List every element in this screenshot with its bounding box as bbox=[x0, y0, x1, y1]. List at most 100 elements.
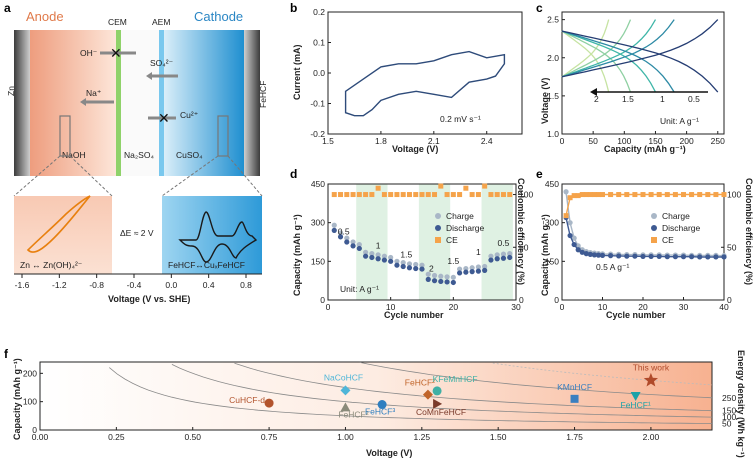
c-ytick-label: 2.0 bbox=[547, 53, 559, 63]
d-ce-point bbox=[463, 185, 469, 191]
c-charge-curve bbox=[561, 19, 632, 78]
legend-discharge-marker bbox=[435, 225, 441, 231]
legend-charge: Charge bbox=[662, 211, 690, 221]
d-ce-point bbox=[413, 192, 419, 198]
f-ytick-label: 100 bbox=[23, 397, 37, 407]
d-charge-point bbox=[381, 253, 387, 259]
zn-label: Zn bbox=[6, 86, 16, 96]
e-y2label: Coulombic efficiency (%) bbox=[744, 178, 754, 285]
d-ce-point bbox=[438, 183, 444, 189]
d-xtick-label: 30 bbox=[511, 302, 521, 312]
e-ce-line bbox=[565, 193, 724, 216]
d-charge-point bbox=[494, 252, 500, 258]
e-discharge-point bbox=[575, 247, 581, 253]
panel-c: c 0 50 100 150 200 250 1.0 1.5 2.0 2.5 2 1.5 1 0.… bbox=[536, 1, 725, 154]
triangle-right-marker-icon bbox=[433, 398, 443, 409]
c-charge-curve bbox=[561, 19, 610, 78]
d-discharge-point bbox=[363, 253, 369, 259]
d-rate-band bbox=[481, 184, 513, 300]
star-icon bbox=[643, 372, 658, 387]
f-xtick-label: 1.00 bbox=[337, 432, 354, 442]
d-discharge-point bbox=[507, 254, 513, 261]
cathode-chamber bbox=[160, 30, 244, 176]
d-ce-point bbox=[381, 192, 387, 198]
f-xtick-label: 1.75 bbox=[566, 432, 583, 442]
e-xtick-label: 10 bbox=[598, 302, 608, 312]
d-discharge-point bbox=[450, 279, 456, 286]
block-icon: ✕ bbox=[158, 110, 170, 126]
f-xtick-label: 0.50 bbox=[184, 432, 201, 442]
f-points: This workNaCoHCFFeHCF²KFeMnHCFCuHCF-dFeH… bbox=[229, 362, 670, 419]
c-xlabel: Capacity (mAh g⁻¹) bbox=[604, 144, 686, 154]
diamond-marker-icon bbox=[340, 385, 351, 396]
d-ce-point bbox=[369, 192, 375, 198]
d-rate-label: 1.5 bbox=[400, 249, 412, 259]
e-discharge-point bbox=[567, 232, 573, 239]
d-ylabel: Capacity (mAh g⁻¹) bbox=[292, 214, 302, 296]
cem-label: CEM bbox=[108, 17, 127, 27]
d-discharge-point bbox=[369, 254, 375, 261]
d-y2label: Coulombic efficiency (%) bbox=[516, 178, 526, 285]
a-tick-label: 0.0 bbox=[165, 280, 177, 290]
d-charge-point bbox=[507, 251, 513, 257]
d-charge-point bbox=[337, 230, 344, 236]
d-y2tick-label: 100 bbox=[519, 190, 533, 200]
d-ce-point bbox=[475, 192, 481, 198]
e-annotation: 0.5 A g⁻¹ bbox=[596, 262, 629, 272]
e-ce-point bbox=[608, 192, 614, 198]
d-ytick-label: 450 bbox=[311, 179, 325, 189]
panel-f-label: f bbox=[4, 347, 9, 361]
d-ytick-label: 300 bbox=[311, 218, 325, 228]
d-ce-point bbox=[419, 192, 425, 198]
legend-ce: CE bbox=[446, 235, 458, 245]
d-ce-point bbox=[444, 192, 450, 198]
anode-title: Anode bbox=[26, 9, 64, 24]
d-discharge-point bbox=[388, 258, 394, 264]
zoom-line bbox=[161, 155, 219, 197]
b-ylabel: Current (mA) bbox=[292, 44, 302, 100]
c-xtick-label: 250 bbox=[711, 136, 725, 146]
naoh-label: NaOH bbox=[62, 150, 86, 160]
c-charge-curve bbox=[561, 19, 675, 78]
d-ce-point bbox=[406, 192, 412, 198]
e-ce-point bbox=[595, 192, 601, 198]
na-ion: Na⁺ bbox=[86, 88, 101, 98]
c-axes: 0 50 100 150 200 250 1.0 1.5 2.0 2.5 bbox=[547, 11, 725, 146]
e-ce-point bbox=[721, 192, 727, 198]
c-discharge-curve bbox=[561, 30, 657, 93]
legend-charge-marker bbox=[651, 213, 657, 219]
c-discharge-curve bbox=[561, 30, 719, 93]
d-xtick-label: 20 bbox=[449, 302, 459, 312]
legend-discharge-marker bbox=[651, 225, 657, 231]
d-ce-point bbox=[331, 192, 337, 198]
e-xlabel: Cycle number bbox=[606, 310, 666, 320]
na2so4-label: Na₂SO₄ bbox=[124, 150, 154, 160]
d-discharge-point bbox=[413, 265, 419, 272]
d-xlabel: Cycle number bbox=[384, 310, 444, 320]
triangle-marker-icon bbox=[340, 402, 351, 412]
d-rate-labels: 0.5 1 1.5 2 1.5 1 0.5 bbox=[338, 226, 510, 273]
d-discharge-point bbox=[356, 245, 362, 252]
a-tick-label: 0.8 bbox=[240, 280, 252, 290]
e-ce-point bbox=[648, 192, 654, 198]
circle-marker-icon bbox=[432, 386, 442, 396]
d-discharge-point bbox=[431, 278, 438, 284]
d-charge-point bbox=[469, 265, 475, 271]
e-ytick-label: 300 bbox=[545, 218, 559, 228]
c-xtick-label: 0 bbox=[560, 136, 565, 146]
fehcf-label: FeHCF bbox=[258, 81, 268, 108]
anode-cv-inset bbox=[14, 196, 112, 274]
f-point-label: KFeMnHCF bbox=[433, 374, 478, 384]
e-ce-point bbox=[672, 192, 678, 198]
d-charge-point bbox=[450, 274, 456, 280]
d-discharge-point bbox=[444, 279, 450, 285]
d-ce-point bbox=[375, 185, 381, 191]
d-discharge-point bbox=[425, 276, 431, 282]
d-discharge-point bbox=[344, 239, 350, 245]
d-ce-point bbox=[482, 183, 488, 189]
b-ytick-label: -0.1 bbox=[310, 99, 325, 109]
c-xtick-label: 150 bbox=[648, 136, 662, 146]
